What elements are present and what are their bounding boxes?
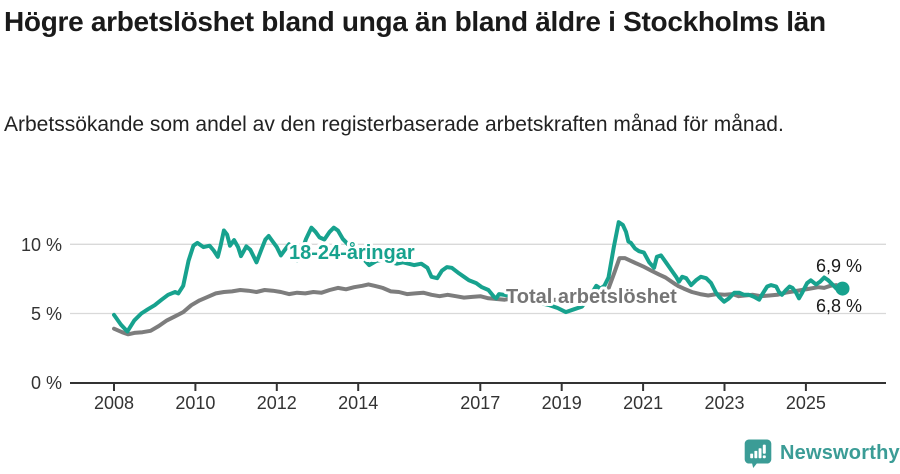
x-tick-label: 2025 <box>786 393 826 413</box>
y-axis-labels: 0 % 5 % 10 % <box>21 235 62 393</box>
x-tick-label: 2023 <box>704 393 744 413</box>
end-value-label-youth: 6,8 % <box>816 296 862 316</box>
total-line <box>112 256 845 337</box>
newsworthy-logo-icon <box>744 439 772 468</box>
y-tick-label: 0 % <box>31 373 62 393</box>
series-end-dots <box>835 281 850 296</box>
chart-title: Högre arbetslöshet bland unga än bland ä… <box>4 6 826 37</box>
x-axis: 2008 2010 2012 2014 2017 2019 2021 2023 2025 <box>70 382 886 413</box>
x-tick-label: 2021 <box>623 393 663 413</box>
youth-line <box>112 220 845 334</box>
x-tick-label: 2012 <box>257 393 297 413</box>
youth-end-dot <box>835 281 850 296</box>
newsworthy-logo: Newsworthy <box>743 438 900 468</box>
x-tick-label: 2010 <box>175 393 215 413</box>
series-label-total: Total arbetslöshet <box>506 286 677 308</box>
x-tick-label: 2017 <box>460 393 500 413</box>
x-tick-label: 2019 <box>542 393 582 413</box>
gridlines <box>70 243 886 315</box>
x-tick-label: 2014 <box>338 393 378 413</box>
series-label-youth: 18-24-åringar <box>289 241 415 264</box>
y-tick-label: 5 % <box>31 304 62 324</box>
x-tick-label: 2008 <box>94 393 134 413</box>
newsworthy-logo-text: Newsworthy <box>780 441 900 464</box>
y-tick-label: 10 % <box>21 235 62 255</box>
chart-subtitle: Arbetssökande som andel av den registerb… <box>4 113 784 136</box>
series-lines <box>112 220 845 337</box>
end-value-label-total: 6,9 % <box>816 256 862 276</box>
